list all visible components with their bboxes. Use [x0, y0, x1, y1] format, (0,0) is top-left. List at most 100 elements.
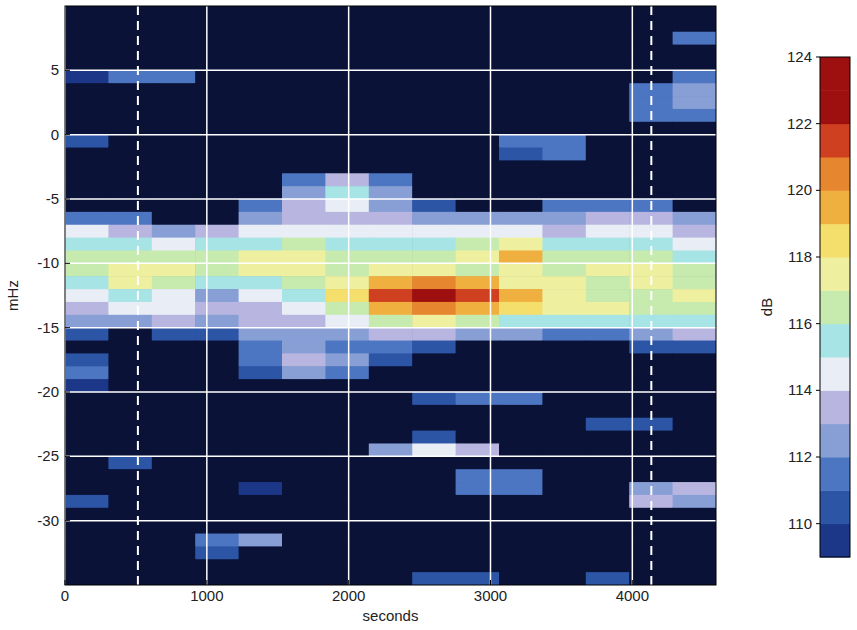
cell	[108, 469, 152, 482]
cell	[239, 521, 283, 534]
cell	[499, 405, 543, 418]
cell	[152, 83, 196, 96]
cell	[369, 122, 413, 135]
cell	[108, 379, 152, 392]
cell	[673, 225, 716, 238]
cell	[282, 160, 326, 173]
cell	[369, 302, 413, 315]
cell	[152, 315, 196, 328]
axis-title: seconds	[363, 607, 419, 624]
cell	[499, 148, 543, 161]
cell	[325, 469, 369, 482]
cell	[673, 379, 716, 392]
cell	[239, 173, 283, 186]
tick-label: 5	[51, 61, 59, 78]
cell	[412, 263, 456, 276]
cell	[325, 405, 369, 418]
marker-line	[137, 6, 139, 585]
cell	[325, 225, 369, 238]
cell	[499, 559, 543, 572]
tick	[65, 134, 70, 135]
cell	[239, 199, 283, 212]
cell	[65, 495, 109, 508]
cell	[108, 418, 152, 431]
colorbar-step	[820, 57, 850, 91]
cell	[412, 302, 456, 315]
cell	[369, 212, 413, 225]
cell	[65, 19, 109, 32]
cell	[499, 534, 543, 547]
cell	[195, 6, 239, 19]
colorbar-tick	[816, 390, 820, 391]
cell	[108, 559, 152, 572]
cell	[282, 186, 326, 199]
tick-label: 0	[61, 587, 69, 604]
cell	[369, 109, 413, 122]
cell	[586, 173, 630, 186]
cell	[195, 160, 239, 173]
cell	[325, 96, 369, 109]
cell	[108, 250, 152, 263]
cell	[412, 19, 456, 32]
cell	[412, 225, 456, 238]
colorbar-frame	[820, 57, 850, 557]
cell	[325, 315, 369, 328]
cell	[586, 392, 630, 405]
cell	[456, 572, 500, 585]
cell	[282, 109, 326, 122]
cell	[282, 173, 326, 186]
cell	[586, 456, 630, 469]
cell	[499, 250, 543, 263]
cell	[412, 379, 456, 392]
cell	[152, 289, 196, 302]
tick-label: -20	[37, 383, 59, 400]
cell	[325, 546, 369, 559]
cell	[456, 19, 500, 32]
cell	[282, 276, 326, 289]
cell	[152, 250, 196, 263]
cell	[282, 225, 326, 238]
cell	[412, 45, 456, 58]
grid-line	[65, 70, 716, 72]
tick-label: 4000	[616, 587, 649, 604]
cell	[65, 341, 109, 354]
cell	[499, 482, 543, 495]
cell	[369, 96, 413, 109]
cell	[369, 379, 413, 392]
cell	[108, 341, 152, 354]
cell	[195, 186, 239, 199]
cell	[673, 482, 716, 495]
cell	[195, 19, 239, 32]
cell	[542, 96, 586, 109]
cell	[542, 456, 586, 469]
cell	[325, 6, 369, 19]
cell	[673, 508, 716, 521]
cell	[586, 83, 630, 96]
cell	[325, 109, 369, 122]
cell	[412, 418, 456, 431]
cell	[586, 559, 630, 572]
cell	[195, 521, 239, 534]
cell	[325, 353, 369, 366]
cell	[586, 6, 630, 19]
grid-line	[65, 456, 716, 458]
cell	[195, 96, 239, 109]
cell	[673, 6, 716, 19]
cell	[456, 70, 500, 83]
cell	[673, 546, 716, 559]
cell	[195, 353, 239, 366]
cell	[239, 302, 283, 315]
grid-line	[65, 327, 716, 329]
tick	[65, 263, 70, 264]
cell	[369, 250, 413, 263]
cell	[542, 212, 586, 225]
cell	[152, 405, 196, 418]
cell	[586, 32, 630, 45]
cell	[65, 32, 109, 45]
cell	[325, 482, 369, 495]
cell	[195, 32, 239, 45]
cell	[412, 572, 456, 585]
cell	[673, 405, 716, 418]
cell	[586, 353, 630, 366]
cell	[152, 109, 196, 122]
